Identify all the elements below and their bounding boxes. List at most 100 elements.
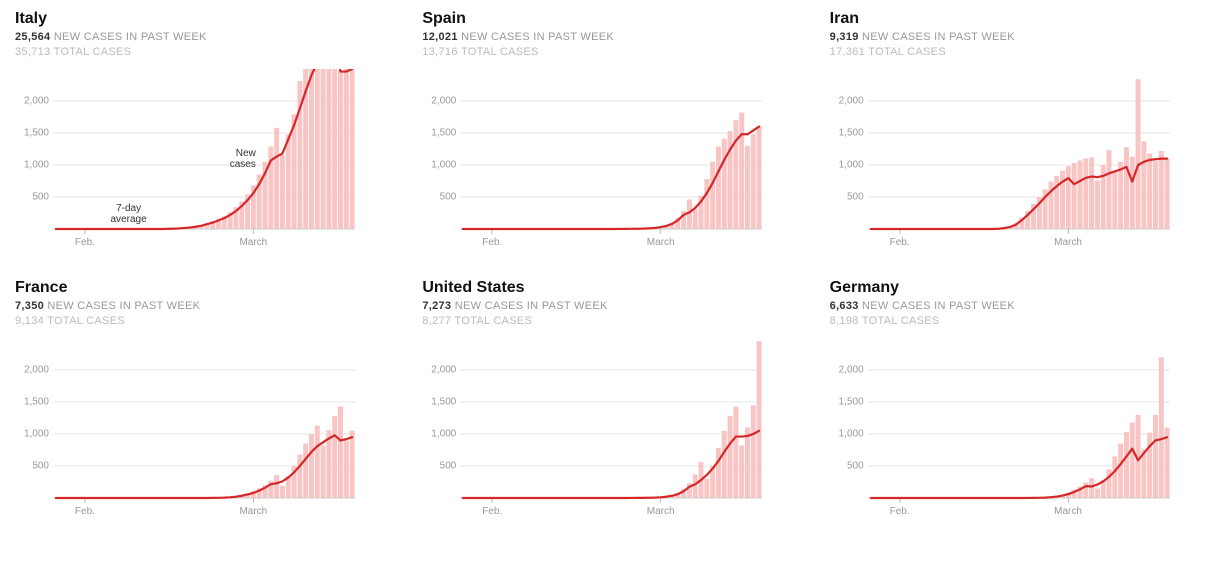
bar	[705, 179, 710, 229]
bar	[705, 478, 710, 497]
y-tick-label: 1,000	[839, 159, 864, 170]
total-cases-label: TOTAL CASES	[461, 46, 539, 58]
bar	[751, 405, 756, 498]
y-tick-label: 1,000	[839, 428, 864, 439]
new-cases-label: NEW CASES IN PAST WEEK	[455, 300, 608, 312]
bar	[1095, 488, 1100, 498]
new-cases-line: 25,564 NEW CASES IN PAST WEEK	[15, 30, 387, 45]
total-cases-value: 35,713	[15, 46, 50, 58]
new-cases-label: NEW CASES IN PAST WEEK	[862, 31, 1015, 43]
total-cases-label: TOTAL CASES	[862, 315, 940, 327]
total-cases-label: TOTAL CASES	[455, 315, 533, 327]
new-cases-label: NEW CASES IN PAST WEEK	[47, 300, 200, 312]
y-tick-label: 1,500	[431, 127, 456, 138]
chart-svg	[422, 69, 762, 235]
panel-title: Italy	[15, 10, 387, 28]
bar	[1135, 79, 1140, 229]
total-cases-line: 17,361 TOTAL CASES	[830, 45, 1202, 60]
bar	[286, 134, 291, 229]
bar	[1124, 432, 1129, 498]
chart-svg	[15, 338, 355, 504]
panel-title: Iran	[830, 10, 1202, 28]
bar	[344, 440, 349, 498]
total-cases-label: TOTAL CASES	[54, 46, 132, 58]
y-tick-label: 1,500	[24, 396, 49, 407]
bar	[1089, 157, 1094, 229]
x-tick-label: March	[1054, 506, 1082, 517]
bar	[745, 146, 750, 229]
x-axis-labels: Feb.March	[422, 235, 762, 249]
bar	[1112, 456, 1117, 498]
total-cases-line: 8,277 TOTAL CASES	[422, 314, 794, 329]
y-tick-label: 2,000	[24, 95, 49, 106]
chart: 5001,0001,5002,000Feb.March	[830, 338, 1202, 518]
y-tick-label: 1,000	[24, 428, 49, 439]
x-axis-labels: Feb.March	[830, 235, 1170, 249]
bar	[1071, 163, 1076, 229]
y-axis-labels: 500 1,000 1,500 2,000	[15, 338, 53, 498]
bar	[716, 448, 721, 498]
chart: 5001,0001,5002,000Feb.March	[422, 69, 794, 249]
bar	[693, 209, 698, 229]
y-tick-label: 1,500	[431, 396, 456, 407]
small-multiples-grid: Italy 25,564 NEW CASES IN PAST WEEK35,713…	[15, 10, 1202, 518]
bar	[734, 406, 739, 498]
y-tick-label: 500	[440, 191, 457, 202]
y-tick-label: 500	[847, 460, 864, 471]
new-cases-label: NEW CASES IN PAST WEEK	[54, 31, 207, 43]
y-tick-label: 500	[32, 460, 49, 471]
bar	[757, 126, 762, 228]
y-tick-label: 500	[32, 191, 49, 202]
bar	[297, 454, 302, 498]
total-cases-line: 13,716 TOTAL CASES	[422, 45, 794, 60]
total-cases-line: 9,134 TOTAL CASES	[15, 314, 387, 329]
total-cases-value: 13,716	[422, 46, 457, 58]
bar	[1083, 482, 1088, 497]
bar	[274, 475, 279, 498]
bar	[1089, 478, 1094, 498]
bar	[1095, 180, 1100, 229]
bar	[315, 425, 320, 497]
x-tick-label: March	[647, 506, 675, 517]
total-cases-value: 8,277	[422, 315, 451, 327]
new-cases-line: 12,021 NEW CASES IN PAST WEEK	[422, 30, 794, 45]
y-tick-label: 1,500	[839, 127, 864, 138]
new-cases-label: NEW CASES IN PAST WEEK	[461, 31, 614, 43]
bar	[1141, 141, 1146, 229]
bar	[1066, 166, 1071, 229]
bar	[722, 430, 727, 497]
bar	[303, 443, 308, 497]
bar	[1077, 160, 1082, 228]
x-tick-label: March	[647, 237, 675, 248]
y-tick-label: 1,000	[431, 428, 456, 439]
bar	[350, 430, 355, 497]
bar	[326, 69, 331, 229]
panel-united-states: United States7,273 NEW CASES IN PAST WEE…	[422, 279, 794, 518]
bar	[309, 434, 314, 498]
new-cases-value: 12,021	[422, 31, 457, 43]
x-axis-labels: Feb.March	[15, 504, 355, 518]
x-axis-labels: Feb.March	[15, 235, 355, 249]
new-cases-value: 7,350	[15, 300, 44, 312]
y-tick-label: 2,000	[24, 364, 49, 375]
bar	[1153, 414, 1158, 497]
panel-iran: Iran 9,319 NEW CASES IN PAST WEEK17,361 T…	[830, 10, 1202, 249]
chart-svg	[15, 69, 355, 235]
bar	[309, 69, 314, 229]
bar	[734, 120, 739, 229]
x-axis-labels: Feb.March	[422, 504, 762, 518]
y-tick-label: 1,000	[431, 159, 456, 170]
panel-germany: Germany6,633 NEW CASES IN PAST WEEK8,198…	[830, 279, 1202, 518]
y-tick-label: 2,000	[431, 364, 456, 375]
annotation-newcases: Newcases	[230, 148, 256, 170]
x-tick-label: Feb.	[75, 506, 95, 517]
bar	[1118, 162, 1123, 229]
x-tick-label: Feb.	[75, 237, 95, 248]
x-tick-label: Feb.	[890, 506, 910, 517]
y-axis-labels: 5001,0001,5002,000	[830, 338, 868, 498]
bar	[1158, 357, 1163, 498]
bar	[1112, 172, 1117, 228]
new-cases-line: 9,319 NEW CASES IN PAST WEEK	[830, 30, 1202, 45]
bar	[1164, 158, 1169, 228]
new-cases-label: NEW CASES IN PAST WEEK	[862, 300, 1015, 312]
